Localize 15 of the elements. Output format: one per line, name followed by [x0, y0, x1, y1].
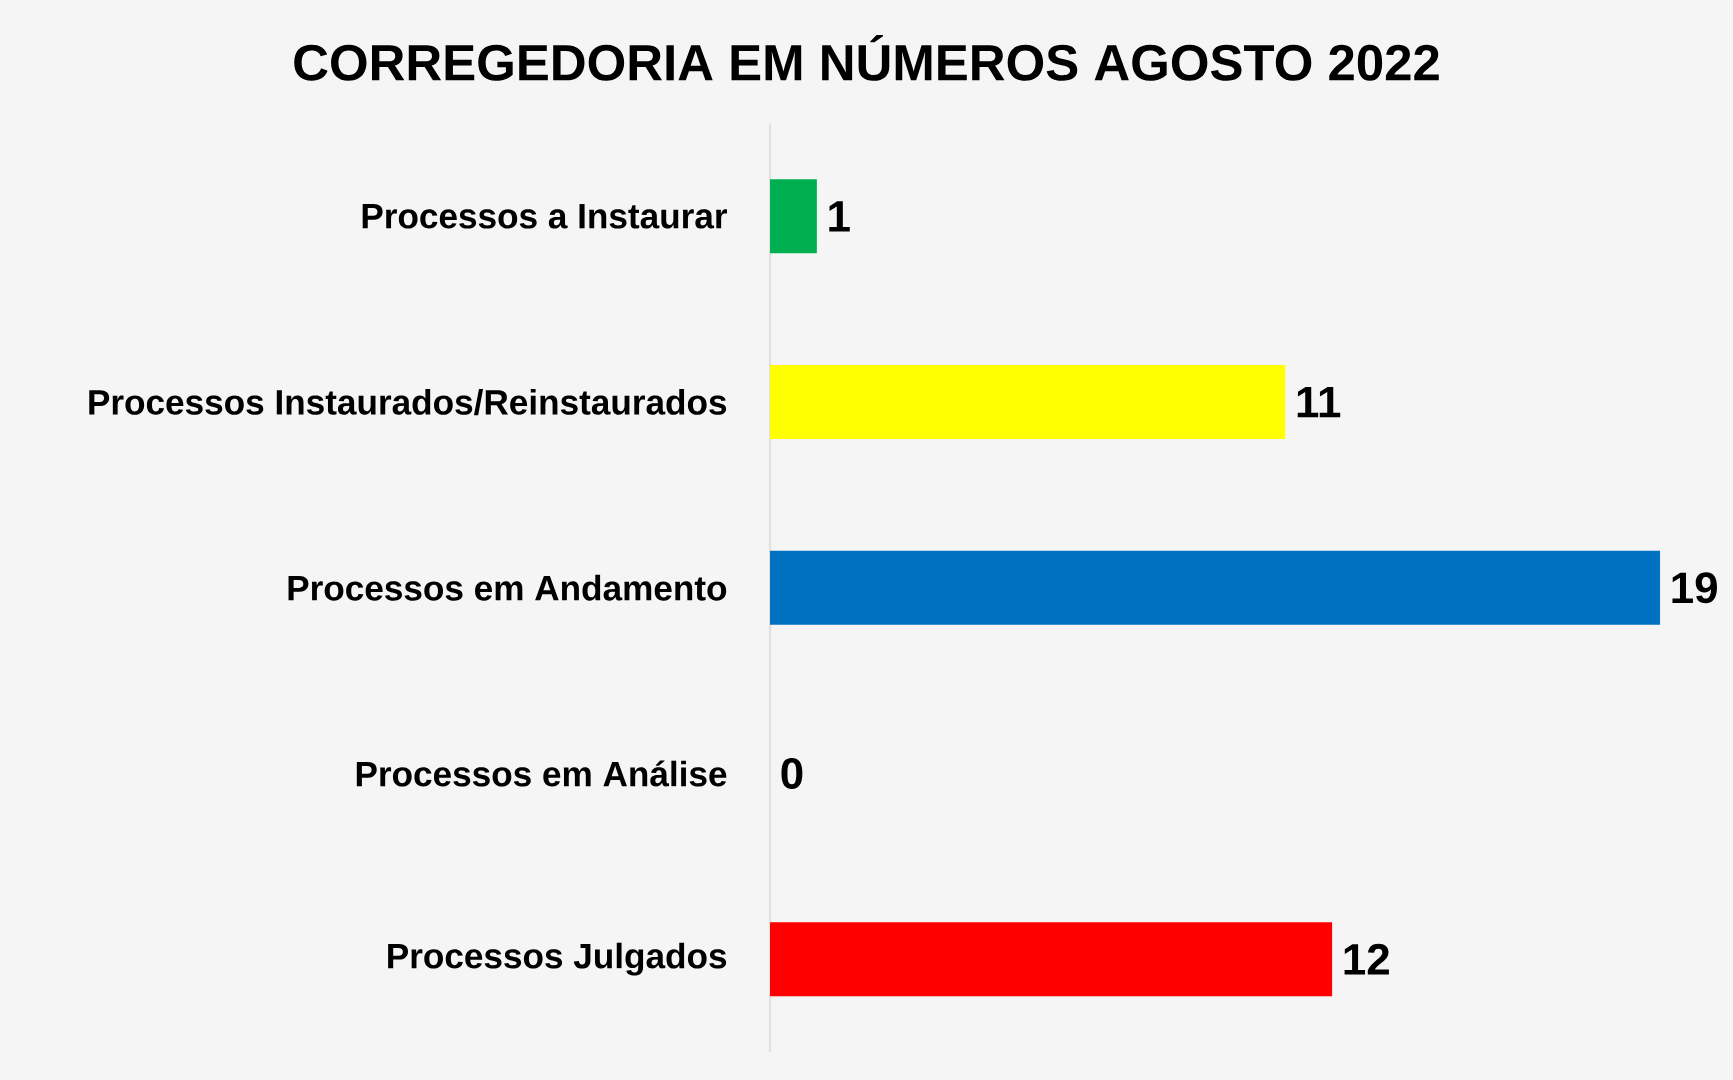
y-tick-label: Processos a Instaurar: [362, 204, 728, 229]
chart-title: CORREGEDORIA EM NÚMEROS AGOSTO 2022: [294, 35, 1439, 81]
data-label: 19: [1672, 572, 1717, 604]
y-tick-label: Processos em Andamento: [288, 574, 727, 601]
data-label: 12: [1344, 943, 1389, 975]
data-label: 0: [781, 757, 803, 790]
bar: [770, 922, 1333, 997]
data-label: 1: [829, 201, 850, 232]
bar: [770, 179, 817, 254]
y-tick-label: Processos Instaurados/Reinstaurados: [89, 388, 727, 416]
y-tick-label: Processos Julgados: [388, 942, 727, 976]
bar: [770, 550, 1661, 625]
bar: [770, 365, 1286, 440]
y-tick-label: Processos em Análise: [356, 760, 727, 787]
data-label: 11: [1297, 386, 1341, 418]
